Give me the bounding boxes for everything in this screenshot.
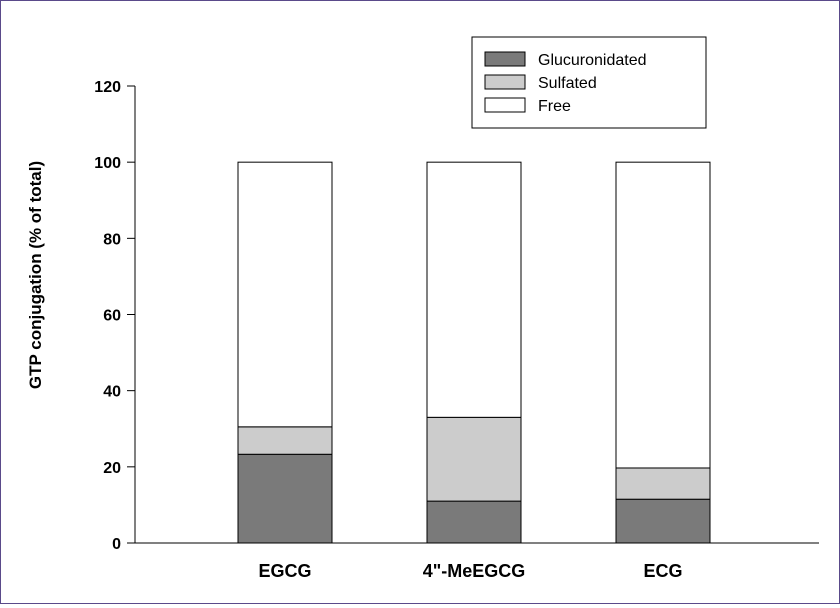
x-category-labels: EGCG 4"-MeEGCG ECG	[258, 561, 682, 581]
legend: Glucuronidated Sulfated Free	[471, 36, 707, 129]
x-category-label: ECG	[643, 561, 682, 581]
bar-segment-free	[237, 161, 333, 428]
bar-segment-glucuronidated	[615, 498, 711, 544]
y-tick-label: 60	[103, 308, 121, 325]
y-tick-label: 40	[103, 384, 121, 401]
bar-segment-free	[615, 161, 711, 469]
legend-label: Glucuronidated	[538, 52, 647, 69]
y-tick-label: 100	[94, 155, 121, 172]
bar-segment-glucuronidated	[237, 453, 333, 544]
y-ticks: 0 20 40 60 80 100 120	[94, 79, 135, 553]
y-tick-label: 0	[112, 536, 121, 553]
legend-swatch	[484, 74, 526, 90]
bars	[237, 161, 711, 544]
legend-label: Free	[538, 98, 571, 115]
x-category-label: EGCG	[258, 561, 311, 581]
y-tick-label: 80	[103, 231, 121, 248]
y-axis-label: GTP conjugation (% of total)	[26, 161, 45, 389]
legend-label: Sulfated	[538, 75, 597, 92]
bar-segment-glucuronidated	[426, 500, 522, 544]
bar-segment-sulfated	[426, 416, 522, 502]
y-tick-label: 120	[94, 79, 121, 96]
legend-swatch	[484, 51, 526, 67]
x-category-label: 4"-MeEGCG	[423, 561, 526, 581]
bar-segment-free	[426, 161, 522, 418]
bar-segment-sulfated	[615, 467, 711, 500]
bar-segment-sulfated	[237, 426, 333, 455]
y-tick-label: 20	[103, 460, 121, 477]
legend-swatch	[484, 97, 526, 113]
